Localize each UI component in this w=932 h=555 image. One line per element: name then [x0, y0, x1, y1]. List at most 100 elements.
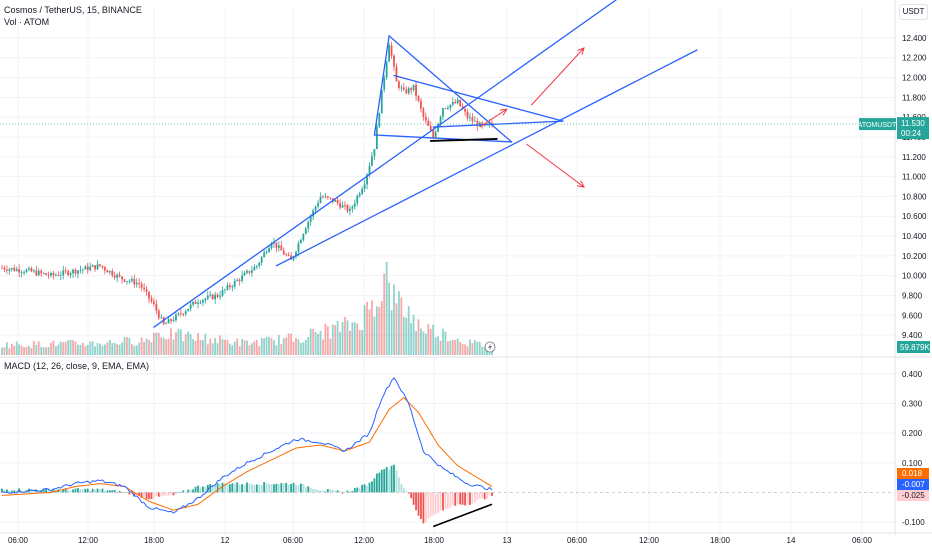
candle-body [424, 116, 427, 121]
macd-histogram-bar [108, 490, 111, 493]
symbol-tag-bg [859, 118, 896, 131]
macd-histogram-bar [478, 492, 481, 499]
candle-body [25, 269, 28, 273]
macd-histogram-bar [228, 484, 231, 493]
volume-bar [116, 344, 119, 355]
volume-bar [432, 324, 435, 355]
volume-bar [275, 345, 278, 355]
volume-bar [255, 339, 258, 355]
macd-histogram-bar [189, 489, 192, 493]
macd-histogram-bar [224, 483, 226, 493]
macd-histogram-bar [72, 489, 74, 493]
macd-histogram-bar [285, 483, 288, 493]
volume-bar [15, 341, 18, 355]
macd-histogram-bar [118, 490, 121, 493]
volume-bar [23, 347, 25, 355]
candle-body [224, 289, 226, 291]
macd-histogram-bar [420, 492, 422, 520]
candle-body [77, 270, 79, 274]
volume-bar [410, 322, 413, 355]
volume-bar [454, 339, 457, 355]
macd-histogram-bar [96, 488, 99, 493]
volume-bar [59, 341, 62, 355]
macd-histogram-bar [351, 491, 354, 493]
candle-body [243, 272, 246, 276]
volume-bar [238, 346, 241, 355]
volume-bar [177, 328, 180, 355]
candle-body [32, 270, 35, 272]
arrow-head [499, 108, 508, 116]
arrow-shaft [526, 143, 585, 188]
macd-axis-tick-label: 0.200 [902, 429, 923, 438]
volume-bar [133, 345, 136, 355]
volume-bar [67, 340, 70, 355]
macd-histogram-bar [268, 483, 270, 493]
candle-body [356, 195, 359, 204]
volume-bar [28, 346, 30, 355]
candle-body [45, 273, 47, 275]
candle-body [150, 298, 153, 302]
candle-body [241, 275, 243, 281]
volume-bar [307, 337, 310, 355]
macd-histogram-bar [99, 489, 101, 493]
currency-button[interactable]: USDT [899, 4, 928, 20]
volume-bar [282, 338, 285, 355]
volume-bar [192, 339, 194, 355]
volume-bar [246, 340, 248, 355]
candle-body [461, 106, 464, 109]
volume-bar [407, 306, 410, 355]
candle-body [170, 319, 172, 321]
candle-body [165, 323, 168, 325]
candle-body [405, 89, 408, 94]
candle-body [15, 269, 18, 271]
macd-histogram-bar [442, 492, 444, 511]
volume-bar [118, 344, 121, 355]
candle-body [72, 269, 74, 274]
ascending-trendline-lower [275, 49, 698, 267]
macd-histogram-bar [393, 464, 395, 493]
candle-body [373, 149, 376, 157]
macd-histogram-bar [3, 489, 6, 493]
candle-body [439, 116, 442, 124]
macd-histogram-bar [153, 492, 155, 499]
candle-body [285, 254, 288, 256]
volume-bar [378, 306, 381, 355]
macd-histogram-bar [236, 482, 239, 493]
time-axis-tick-label: 14 [787, 536, 796, 545]
volume-bar [18, 344, 21, 355]
price-tag-countdown: 00:24 [901, 129, 922, 138]
volume-bar [405, 317, 408, 355]
volume-bar [371, 300, 373, 355]
macd-histogram-bar [312, 489, 315, 493]
volume-bar [420, 328, 422, 355]
volume-bar [202, 340, 204, 355]
volume-bar [206, 344, 209, 355]
volume-bar [268, 336, 270, 355]
bearish-arrow [526, 143, 585, 188]
volume-bar [415, 331, 417, 355]
bullish-arrow-short [479, 108, 508, 128]
macd-histogram-bar [437, 492, 439, 514]
candle-body [23, 272, 25, 274]
volume-bar [469, 339, 471, 355]
volume-bar [99, 343, 101, 355]
trendline-drawings [153, 0, 698, 328]
volume-bar [292, 341, 295, 355]
macd-value-tag: 0.018 [902, 469, 923, 478]
candlesticks [1, 41, 493, 326]
candle-body [94, 265, 96, 270]
macd-histogram-bar [47, 488, 50, 493]
candle-body [192, 301, 194, 305]
candle-body [91, 265, 94, 267]
candle-body [383, 77, 386, 90]
candle-body [312, 210, 315, 217]
candle-body [258, 262, 261, 266]
candle-body [216, 294, 219, 297]
volume-bar [37, 341, 40, 355]
signal-value-tag-bg [897, 479, 929, 490]
arrow-shaft [479, 108, 507, 128]
volume-bar [3, 347, 6, 355]
arrow-shaft [530, 47, 585, 106]
